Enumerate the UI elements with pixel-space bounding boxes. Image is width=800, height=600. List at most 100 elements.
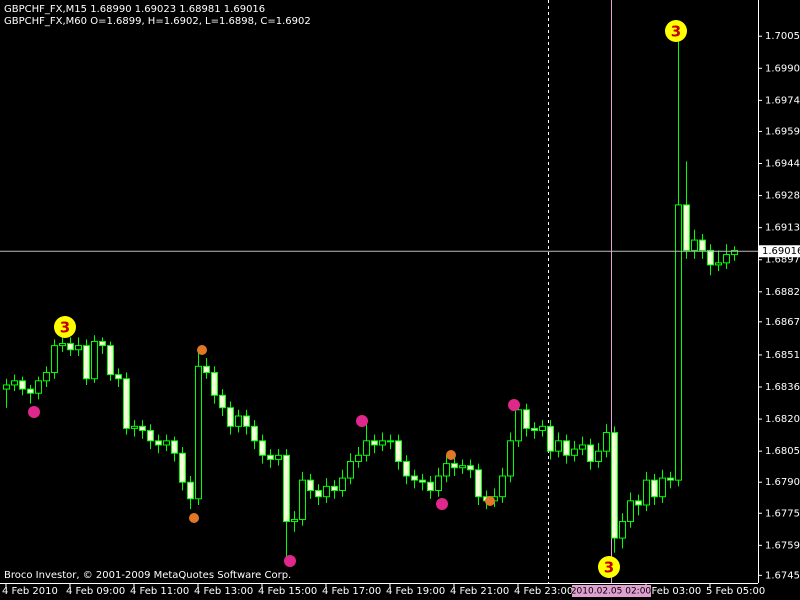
crosshair-time-label: 2010.02.05 02:00 bbox=[571, 587, 652, 597]
header-line: GBPCHF_FX,M60 O=1.6899, H=1.6902, L=1.68… bbox=[4, 16, 311, 27]
candle-body bbox=[611, 432, 618, 539]
candle-body bbox=[435, 475, 442, 491]
y-tick-label: 1.67595 bbox=[765, 540, 800, 551]
candle-body bbox=[179, 452, 186, 483]
candle-body bbox=[659, 477, 666, 498]
candle-body bbox=[107, 345, 114, 376]
candle-body bbox=[275, 454, 282, 460]
plot-area bbox=[3, 39, 738, 557]
candle-body bbox=[123, 378, 130, 429]
candle-body bbox=[419, 479, 426, 483]
candle-body bbox=[427, 481, 434, 491]
x-tick-label: 4 Feb 15:00 bbox=[258, 586, 317, 597]
candle-body bbox=[451, 463, 458, 469]
candle-body bbox=[443, 463, 450, 477]
candle-body bbox=[171, 440, 178, 454]
x-tick-label: 4 Feb 17:00 bbox=[322, 586, 381, 597]
candle-body bbox=[627, 500, 634, 523]
candle-body bbox=[83, 345, 90, 380]
time-label-box bbox=[572, 585, 651, 597]
x-tick-label: 4 Feb 11:00 bbox=[130, 586, 189, 597]
y-tick-label: 1.67900 bbox=[765, 477, 800, 488]
marker-label: 3 bbox=[604, 559, 614, 577]
y-tick-label: 1.69440 bbox=[765, 158, 800, 169]
candle-body bbox=[651, 479, 658, 498]
candle-body bbox=[299, 479, 306, 520]
candle-body bbox=[315, 489, 322, 498]
candle-body bbox=[667, 477, 674, 481]
event-dot bbox=[446, 450, 456, 460]
price-label-box bbox=[759, 245, 800, 258]
candle-body bbox=[147, 429, 154, 442]
y-tick-label: 1.69745 bbox=[765, 95, 800, 106]
y-tick-label: 1.69595 bbox=[765, 126, 800, 137]
candle-body bbox=[587, 444, 594, 463]
candle-body bbox=[355, 454, 362, 463]
candle-body bbox=[331, 485, 338, 491]
candle-body bbox=[219, 394, 226, 409]
candle-body bbox=[379, 440, 386, 446]
candle-body bbox=[715, 262, 722, 266]
candle-body bbox=[243, 415, 250, 427]
candle-body bbox=[251, 425, 258, 442]
candle-body bbox=[571, 448, 578, 456]
candle-body bbox=[155, 440, 162, 446]
candle-body bbox=[499, 475, 506, 498]
candle-body bbox=[723, 254, 730, 264]
y-tick-label: 1.68820 bbox=[765, 287, 800, 298]
candle-body bbox=[683, 204, 690, 251]
candle-body bbox=[11, 380, 18, 386]
candle-body bbox=[75, 345, 82, 351]
candle-body bbox=[635, 500, 642, 506]
candle-body bbox=[43, 372, 50, 382]
candle-body bbox=[139, 425, 146, 431]
candle-body bbox=[539, 425, 546, 431]
candle-body bbox=[643, 479, 650, 506]
candle-body bbox=[195, 365, 202, 500]
candle-body bbox=[211, 372, 218, 396]
candle-body bbox=[395, 440, 402, 463]
marker-circle bbox=[598, 556, 620, 578]
candle-body bbox=[67, 343, 74, 351]
candle-body bbox=[675, 204, 682, 481]
footer-copyright: Broco Investor, © 2001-2009 MetaQuotes S… bbox=[4, 570, 291, 581]
candle-body bbox=[475, 469, 482, 498]
y-tick-label: 1.68975 bbox=[765, 255, 800, 266]
x-tick-label: 4 Feb 23:00 bbox=[514, 586, 573, 597]
candle-body bbox=[283, 454, 290, 523]
candle-body bbox=[707, 249, 714, 266]
x-tick-label: 5 Feb 05:00 bbox=[706, 586, 765, 597]
candle-body bbox=[531, 427, 538, 431]
candle-body bbox=[259, 440, 266, 456]
candle-body bbox=[523, 409, 530, 429]
event-dot bbox=[356, 415, 368, 427]
candle-body bbox=[99, 340, 106, 347]
marker-circle bbox=[54, 316, 76, 338]
x-tick-label: 4 Feb 21:00 bbox=[450, 586, 509, 597]
candle-body bbox=[227, 407, 234, 427]
candle-body bbox=[291, 518, 298, 523]
candle-body bbox=[203, 365, 210, 374]
candle-body bbox=[323, 485, 330, 498]
marker-label: 3 bbox=[60, 319, 70, 337]
y-tick-label: 1.68205 bbox=[765, 414, 800, 425]
y-tick-label: 1.68050 bbox=[765, 446, 800, 457]
y-tick-label: 1.68360 bbox=[765, 382, 800, 393]
candle-body bbox=[59, 343, 66, 347]
candle-body bbox=[603, 432, 610, 452]
candle-body bbox=[579, 444, 586, 450]
candle-body bbox=[547, 425, 554, 452]
y-tick-label: 1.70055 bbox=[765, 31, 800, 42]
candle-body bbox=[563, 440, 570, 456]
candle-body bbox=[35, 380, 42, 394]
y-tick-label: 1.67750 bbox=[765, 508, 800, 519]
candle-body bbox=[187, 481, 194, 500]
candle-body bbox=[27, 388, 34, 394]
header-line: GBPCHF_FX,M15 1.68990 1.69023 1.68981 1.… bbox=[4, 4, 265, 15]
candle-body bbox=[163, 440, 170, 446]
event-dot bbox=[436, 498, 448, 510]
candle-body bbox=[363, 440, 370, 456]
event-dot bbox=[197, 345, 207, 355]
